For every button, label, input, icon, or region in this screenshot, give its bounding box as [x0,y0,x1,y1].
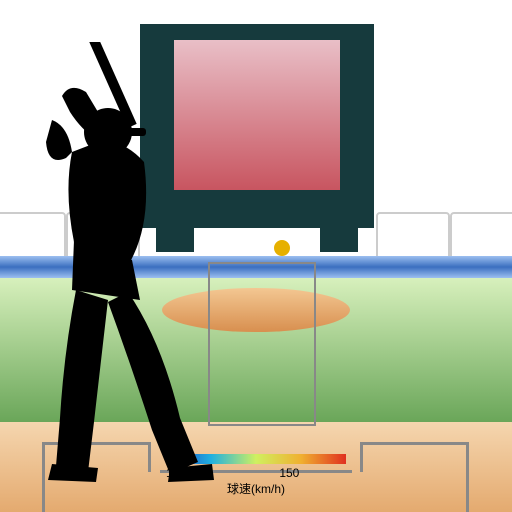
plate-line [362,442,468,445]
legend-tick: 150 [279,466,299,480]
stand-section [376,212,450,260]
batter-silhouette [12,42,252,482]
stand-section [450,212,512,260]
pitch-marker [274,240,290,256]
plate-line [360,442,363,472]
plate-line [466,442,469,512]
scoreboard-leg [320,228,358,252]
pitch-chart: 100150 球速(km/h) [0,0,512,512]
legend-label: 球速(km/h) [166,480,346,497]
